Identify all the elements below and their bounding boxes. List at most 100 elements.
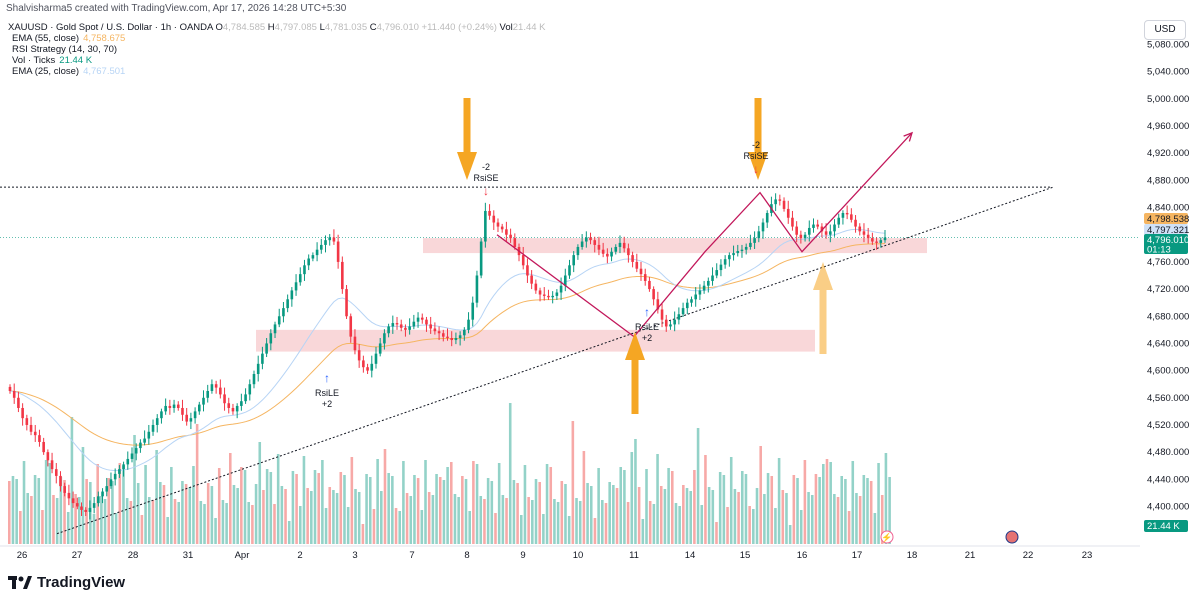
volume-bar <box>332 490 335 544</box>
volume-bar <box>667 468 670 544</box>
candle <box>67 492 71 499</box>
volume-bar <box>177 502 181 544</box>
volume-bar <box>140 515 144 544</box>
candle <box>576 246 580 256</box>
indicator-volume-value: 21.44 K <box>59 55 93 66</box>
volume-bar <box>424 460 427 544</box>
price-tick-label: 4,880.000 <box>1147 175 1189 186</box>
pattern-path[interactable] <box>496 132 913 338</box>
candle <box>774 199 777 205</box>
down-arrow-annotation[interactable] <box>754 98 762 152</box>
candle <box>778 199 782 201</box>
chart-attribution: Shalvisharma5 created with TradingView.c… <box>6 3 347 14</box>
volume-bar <box>236 488 239 544</box>
volume-bar <box>501 495 505 544</box>
volume-bar <box>744 474 748 544</box>
candles <box>8 193 887 520</box>
volume-bar <box>880 495 884 544</box>
volume-bar <box>63 480 66 544</box>
candle <box>715 270 719 276</box>
up-arrow-annotation[interactable] <box>631 360 639 414</box>
candle <box>467 319 470 330</box>
pattern-arrowhead <box>903 131 914 142</box>
candle <box>42 441 45 453</box>
down-arrow-annotation[interactable] <box>463 98 471 152</box>
volume-bar <box>26 493 29 544</box>
volume-bar <box>328 487 332 544</box>
volume-bar <box>413 475 416 544</box>
volume-bar <box>55 498 59 544</box>
volume-bar <box>678 506 681 544</box>
indicator-rsi-strategy[interactable]: RSI Strategy (14, 30, 70) <box>12 44 117 55</box>
volume-bar <box>700 505 704 544</box>
candle <box>458 335 462 339</box>
candle <box>694 294 697 300</box>
candle <box>437 331 441 334</box>
candle <box>357 350 361 361</box>
time-tick-label: 23 <box>1082 550 1093 561</box>
up-arrow-annotation[interactable] <box>819 290 827 354</box>
volume-bar <box>774 508 777 544</box>
indicator-ema25[interactable]: EMA (25, close) 4,767.501 <box>12 66 125 77</box>
tradingview-logo[interactable]: TradingView <box>8 574 125 591</box>
volume-bar <box>586 483 589 544</box>
volume-bar <box>243 470 247 544</box>
volume-bar <box>391 476 394 544</box>
volume-bar <box>873 513 877 544</box>
volume-bar <box>534 479 538 544</box>
indicator-ema55[interactable]: EMA (55, close) 4,758.675 <box>12 33 125 44</box>
volume-bar <box>258 442 262 544</box>
candle <box>648 280 651 290</box>
time-tick-label: 8 <box>464 550 469 561</box>
candle <box>265 343 268 354</box>
candle <box>816 224 819 227</box>
candle <box>370 363 374 371</box>
candle <box>601 249 605 254</box>
volume-bar <box>755 488 759 544</box>
low-value: 4,781.035 <box>324 22 368 33</box>
volume-bar <box>796 478 799 544</box>
volume-bar <box>129 501 133 544</box>
currency-button[interactable]: USD <box>1144 20 1186 40</box>
candle <box>193 411 197 419</box>
indicator-volume[interactable]: Vol · Ticks 21.44 K <box>12 55 92 66</box>
us-flag-event-icon[interactable] <box>1005 530 1019 544</box>
candle <box>391 323 395 327</box>
candle <box>719 264 723 271</box>
volume-bar <box>822 464 825 544</box>
candle <box>404 327 407 330</box>
candle <box>622 242 626 249</box>
volume-bar <box>461 476 464 544</box>
volume-bar <box>339 472 343 544</box>
volume-bar <box>715 522 718 544</box>
lightning-event-icon[interactable] <box>880 530 894 544</box>
candle <box>206 391 210 398</box>
volume-bar <box>380 491 383 544</box>
volume-bar <box>888 477 891 544</box>
symbol-name[interactable]: XAUUSD · Gold Spot / U.S. Dollar · 1h · … <box>8 22 213 33</box>
volume-bar <box>184 484 188 544</box>
candle <box>353 336 357 351</box>
candle <box>328 237 332 241</box>
candle <box>736 251 740 254</box>
price-zone[interactable] <box>256 329 815 352</box>
volume-bar <box>818 477 821 544</box>
candle <box>761 222 765 232</box>
volume-bar <box>829 462 832 544</box>
volume-bar <box>240 467 243 544</box>
volume-bar <box>111 481 114 544</box>
volume-tag-value: 21.44 K <box>1147 521 1180 532</box>
volume-bar <box>788 525 792 544</box>
volume-bar <box>284 489 287 544</box>
signal-label: RsiSE <box>473 173 498 183</box>
candle <box>92 503 96 508</box>
volume-bar <box>203 504 206 544</box>
volume-bar <box>302 456 306 544</box>
candle <box>33 431 37 436</box>
candle <box>484 210 487 242</box>
candle <box>223 394 226 404</box>
candle-countdown: 01:13 <box>1147 245 1171 256</box>
volume-bar <box>840 476 844 544</box>
candle <box>395 323 399 325</box>
